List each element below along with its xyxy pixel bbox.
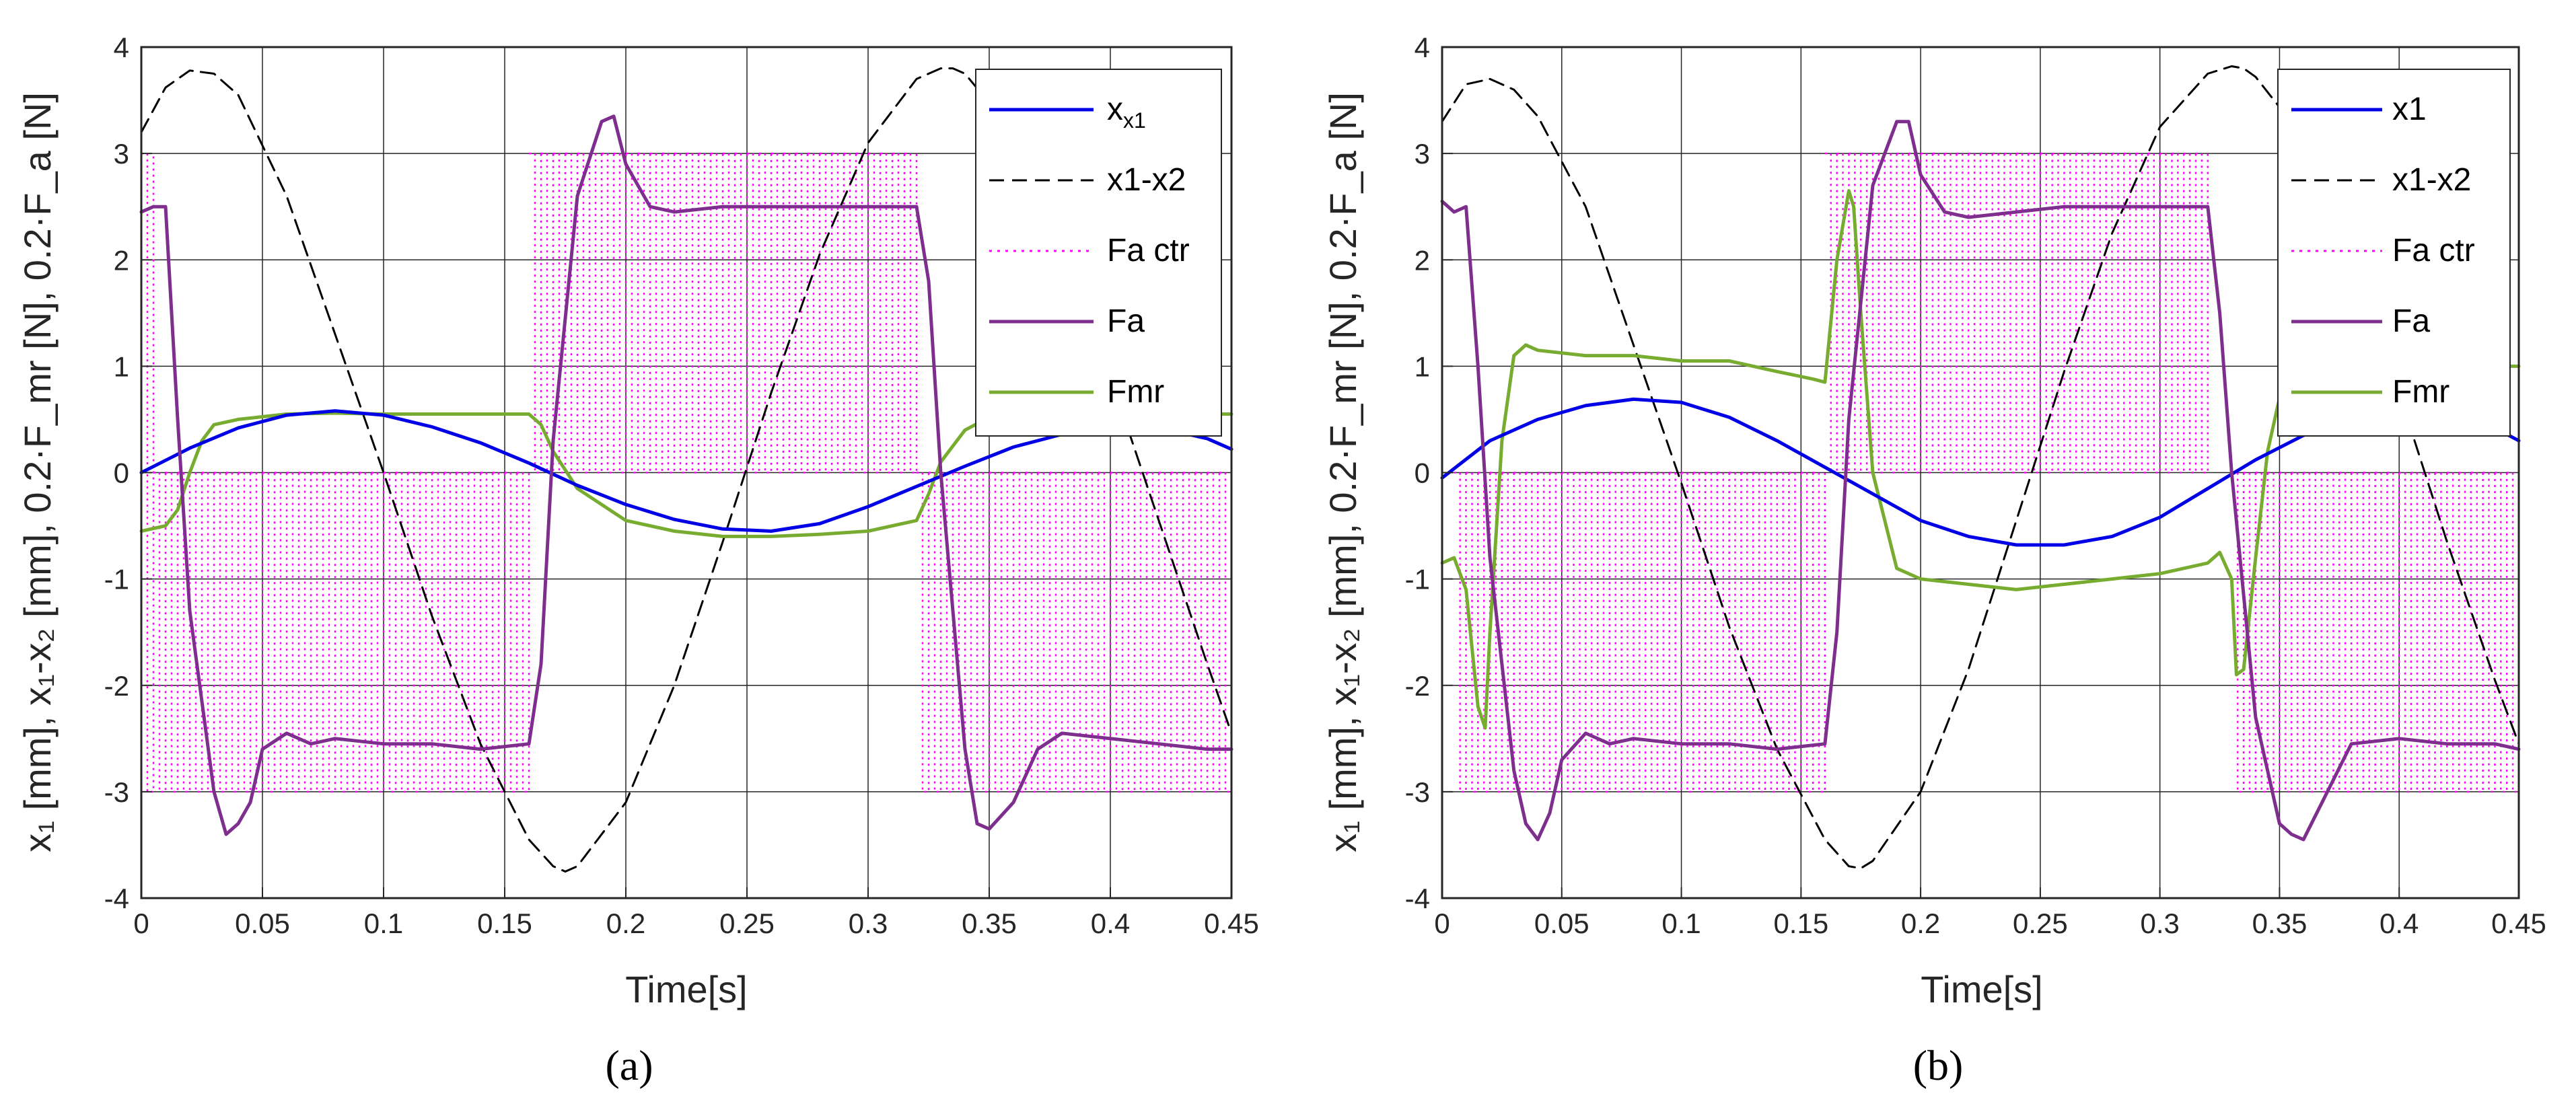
y-tick-label-a-0: -4 xyxy=(104,883,129,914)
x-tick-label-a-3: 0.15 xyxy=(477,908,532,939)
x-tick-label-a-7: 0.35 xyxy=(962,908,1017,939)
series-line-x1-x2-a xyxy=(140,67,1233,873)
y-tick-label-b-7: 3 xyxy=(1415,138,1430,170)
y-tick-labels-b: -4 -3 -2 -1 0 1 2 3 4 xyxy=(1405,32,1453,914)
series-line-fa-a xyxy=(139,114,1233,836)
y-tick-label-a-3: -1 xyxy=(104,564,129,595)
x-tick-label-b-7: 0.35 xyxy=(2252,908,2307,939)
x-tick-label-a-0: 0 xyxy=(133,908,149,939)
y-axis-label-b: x₁ [mm], x₁-x₂ [mm], 0.2·F_mr [N], 0.2·F… xyxy=(1322,92,1364,852)
x-tick-label-a-9: 0.45 xyxy=(1204,908,1259,939)
y-axis-label-a: x₁ [mm], x₁-x₂ [mm], 0.2·F_mr [N], 0.2·F… xyxy=(16,92,59,852)
legend-label-x1x2-a: x1-x2 xyxy=(1107,162,1186,198)
x-tick-label-a-5: 0.25 xyxy=(719,908,775,939)
x-tick-label-a-4: 0.2 xyxy=(606,908,645,939)
x-tick-label-b-2: 0.1 xyxy=(1661,908,1701,939)
y-tick-label-a-8: 4 xyxy=(114,32,129,63)
legend-b: x1 x1-x2 Fa ctr Fa Fmr xyxy=(2277,69,2511,437)
series-line-x1-x2-b xyxy=(1441,65,2520,870)
x-tick-labels-b: 0 0.05 0.1 0.15 0.2 0.25 0.3 0.35 0.4 0.45 xyxy=(1434,887,2546,939)
x-tick-label-b-8: 0.4 xyxy=(2380,908,2419,939)
x-tick-label-a-8: 0.4 xyxy=(1091,908,1130,939)
legend-box-a xyxy=(975,69,1222,437)
y-tick-label-b-4: 0 xyxy=(1415,457,1430,489)
panel-label-a: (a) xyxy=(605,1041,653,1089)
series-line-fa-b xyxy=(1440,120,2521,842)
legend-a: xx1 x1-x2 Fa ctr Fa Fmr xyxy=(975,69,1222,437)
x-tick-label-a-2: 0.1 xyxy=(364,908,403,939)
legend-label-x1x2-b: x1-x2 xyxy=(2392,162,2471,198)
legend-sub-x1-a: x1 xyxy=(1123,108,1146,133)
legend-label-fa-b: Fa xyxy=(2392,303,2430,339)
y-tick-label-a-6: 2 xyxy=(114,244,129,276)
x-tick-label-b-4: 0.2 xyxy=(1901,908,1940,939)
y-tick-label-a-1: -3 xyxy=(104,776,129,808)
y-tick-label-b-5: 1 xyxy=(1415,351,1430,382)
panel-label-b: (b) xyxy=(1913,1041,1964,1089)
y-tick-label-a-7: 3 xyxy=(114,138,129,170)
x-axis-label-b: Time[s] xyxy=(1921,968,2042,1010)
y-tick-label-a-5: 1 xyxy=(114,351,129,382)
chart-panel-a: 0 0.05 0.1 0.15 0.2 0.25 0.3 0.35 0.4 0.45 -4 -3 -2… xyxy=(16,32,1259,1089)
legend-label-factr-b: Fa ctr xyxy=(2392,233,2475,268)
y-tick-label-b-2: -2 xyxy=(1405,670,1430,702)
x-tick-label-b-9: 0.45 xyxy=(2491,908,2546,939)
y-tick-label-b-1: -3 xyxy=(1405,776,1430,808)
legend-label-fa-a: Fa xyxy=(1107,303,1145,339)
x-tick-label-b-1: 0.05 xyxy=(1534,908,1589,939)
x-axis-label-a: Time[s] xyxy=(625,968,747,1010)
x-tick-labels-a: 0 0.05 0.1 0.15 0.2 0.25 0.3 0.35 0.4 0.45 xyxy=(133,887,1259,939)
x-tick-label-b-3: 0.15 xyxy=(1773,908,1828,939)
y-tick-labels-a: -4 -3 -2 -1 0 1 2 3 4 xyxy=(104,32,152,914)
x-tick-label-a-6: 0.3 xyxy=(849,908,888,939)
y-tick-label-b-0: -4 xyxy=(1405,883,1430,914)
chart-panel-b: 0 0.05 0.1 0.15 0.2 0.25 0.3 0.35 0.4 0.45 -4 -3 -2… xyxy=(1322,32,2546,1089)
y-tick-label-b-6: 2 xyxy=(1415,244,1430,276)
legend-label-factr-a: Fa ctr xyxy=(1107,233,1190,268)
legend-label-x1-b: x1 xyxy=(2392,91,2427,127)
legend-box-b xyxy=(2277,69,2511,437)
series-line-fmr-b xyxy=(1440,189,2521,730)
x-tick-label-a-1: 0.05 xyxy=(235,908,290,939)
legend-label-fmr-b: Fmr xyxy=(2392,374,2449,410)
x-tick-label-b-0: 0 xyxy=(1434,908,1450,939)
x-tick-label-b-5: 0.25 xyxy=(2013,908,2068,939)
y-tick-label-b-3: -1 xyxy=(1405,564,1430,595)
y-tick-label-b-8: 4 xyxy=(1415,32,1430,63)
y-tick-label-a-2: -2 xyxy=(104,670,129,702)
x-tick-label-b-6: 0.3 xyxy=(2140,908,2179,939)
series-line-fmr-a xyxy=(139,411,1233,538)
legend-label-fmr-a: Fmr xyxy=(1107,374,1164,410)
y-tick-label-a-4: 0 xyxy=(114,457,129,489)
